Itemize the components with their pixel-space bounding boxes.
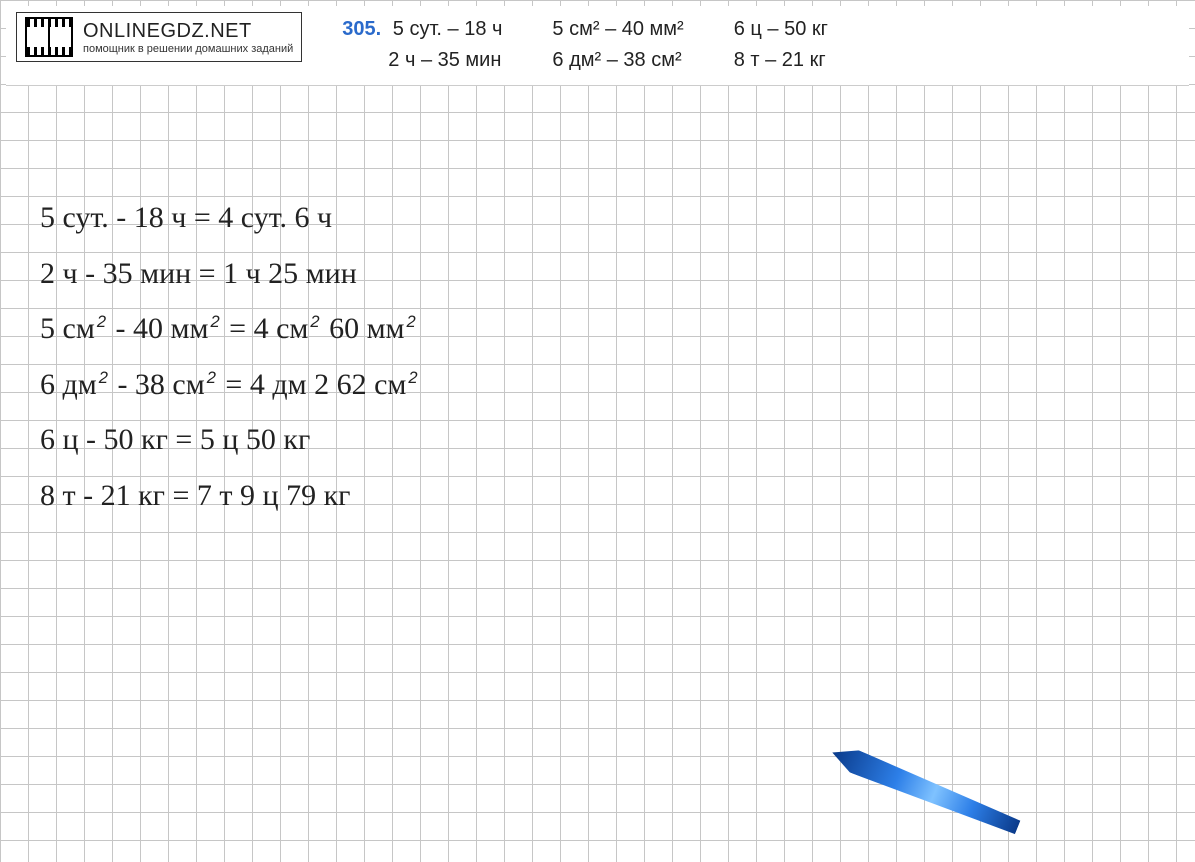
solution-line: 8 т - 21 кг = 7 т 9 ц 79 кг	[40, 468, 420, 524]
solution-fragment: 6 дм	[40, 368, 97, 401]
film-icon	[25, 17, 73, 57]
handwritten-solutions: 5 сут. - 18 ч = 4 сут. 6 ч 2 ч - 35 мин …	[40, 190, 420, 523]
solution-fragment: 60 мм	[329, 312, 404, 345]
exponent: 2	[405, 313, 418, 331]
exponent: 2	[308, 313, 321, 331]
site-name: ONLINEGDZ.NET	[83, 20, 293, 43]
header-strip: ONLINEGDZ.NET помощник в решении домашни…	[6, 6, 1189, 86]
solution-fragment: = 4 дм 2 62 см	[225, 368, 406, 401]
problem-line: 6 дм² – 38 см²	[552, 49, 683, 72]
problem-text: 2 ч – 35 мин	[388, 49, 501, 71]
solution-line: 6 ц - 50 кг = 5 ц 50 кг	[40, 412, 420, 468]
solution-fragment: = 4 см	[229, 312, 308, 345]
solution-fragment: - 40 мм	[116, 312, 209, 345]
solution-fragment: - 38 см	[117, 368, 204, 401]
solution-fragment: 5 см	[40, 312, 95, 345]
problem-col-1: 305. 5 сут. – 18 ч 2 ч – 35 мин	[342, 18, 502, 72]
solution-line: 2 ч - 35 мин = 1 ч 25 мин	[40, 246, 420, 302]
problem-col-3: 6 ц – 50 кг 8 т – 21 кг	[734, 18, 828, 72]
solution-line: 6 дм2 - 38 см2 = 4 дм 2 62 см2	[40, 357, 420, 413]
problem-line: 5 см² – 40 мм²	[552, 18, 683, 41]
exponent: 2	[406, 369, 419, 387]
problem-line: 2 ч – 35 мин	[342, 49, 502, 72]
site-logo: ONLINEGDZ.NET помощник в решении домашни…	[16, 12, 302, 62]
exponent: 2	[95, 313, 108, 331]
logo-text: ONLINEGDZ.NET помощник в решении домашни…	[83, 20, 293, 55]
problem-statement: 305. 5 сут. – 18 ч 2 ч – 35 мин 5 см² – …	[342, 12, 828, 72]
problem-text: 5 сут. – 18 ч	[393, 18, 503, 40]
problem-number: 305.	[342, 18, 381, 40]
problem-line: 8 т – 21 кг	[734, 49, 828, 72]
exponent: 2	[208, 313, 221, 331]
solution-line: 5 см2 - 40 мм2 = 4 см2 60 мм2	[40, 301, 420, 357]
exponent: 2	[97, 369, 110, 387]
site-tagline: помощник в решении домашних заданий	[83, 43, 293, 55]
solution-line: 5 сут. - 18 ч = 4 сут. 6 ч	[40, 190, 420, 246]
problem-line: 6 ц – 50 кг	[734, 18, 828, 41]
problem-col-2: 5 см² – 40 мм² 6 дм² – 38 см²	[552, 18, 683, 72]
exponent: 2	[205, 369, 218, 387]
problem-line: 305. 5 сут. – 18 ч	[342, 18, 502, 41]
